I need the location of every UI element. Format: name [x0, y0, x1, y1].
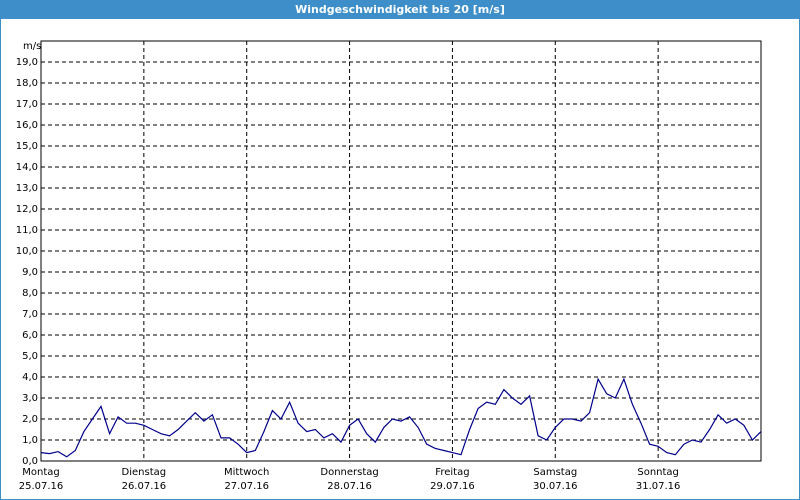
x-tick-label: Donnerstag 28.07.16	[320, 467, 379, 492]
x-tick-label: Samstag 30.07.16	[533, 467, 578, 492]
y-tick-label: 18,0	[16, 78, 38, 89]
y-tick-label: 14,0	[16, 162, 38, 173]
wind-line	[40, 377, 762, 458]
y-tick-label: 3,0	[22, 393, 38, 404]
y-tick-label: 5,0	[22, 351, 38, 362]
x-tick-label: Montag 25.07.16	[18, 467, 64, 492]
plot-frame	[40, 40, 762, 462]
y-tick-label: 10,0	[16, 246, 38, 257]
y-tick-label: 12,0	[16, 204, 38, 215]
y-tick-label: 7,0	[22, 309, 38, 320]
x-tick-label: Mittwoch 27.07.16	[224, 467, 270, 492]
y-tick-label: 19,0	[16, 57, 38, 68]
y-tick-label: 16,0	[16, 120, 38, 131]
x-tick-label: Dienstag 26.07.16	[121, 467, 167, 492]
title-bar: Windgeschwindigkeit bis 20 [m/s]	[1, 1, 799, 19]
x-tick-label: Freitag 29.07.16	[430, 467, 475, 492]
x-tick-label: Sonntag 31.07.16	[635, 467, 681, 492]
y-tick-label: 4,0	[22, 372, 38, 383]
y-axis-label: m/s	[23, 41, 41, 52]
y-tick-label: 1,0	[22, 435, 38, 446]
y-tick-label: 15,0	[16, 141, 38, 152]
y-tick-label: 6,0	[22, 330, 38, 341]
y-tick-label: 13,0	[16, 183, 38, 194]
y-tick-label: 0,0	[22, 456, 38, 467]
y-tick-label: 11,0	[16, 225, 38, 236]
y-tick-label: 9,0	[22, 267, 38, 278]
y-tick-label: 8,0	[22, 288, 38, 299]
y-tick-label: 17,0	[16, 99, 38, 110]
y-tick-label: 2,0	[22, 414, 38, 425]
